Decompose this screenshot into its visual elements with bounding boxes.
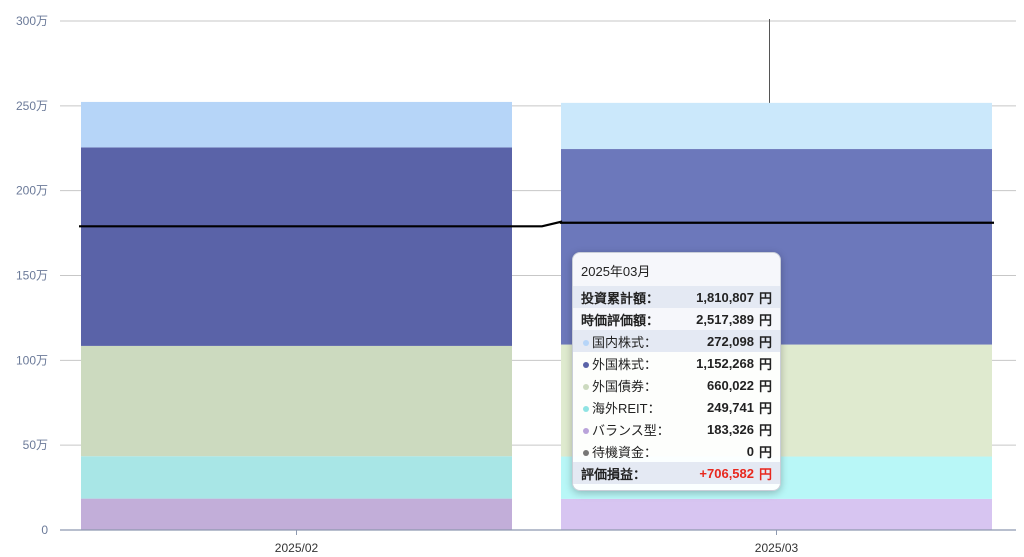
tooltip-market-row: 時価評価額： 2,517,389 円 bbox=[573, 308, 780, 330]
bar-segment[interactable] bbox=[81, 498, 512, 530]
tooltip-item-unit: 円 bbox=[758, 334, 772, 350]
tooltip-item-row: 国内株式： 272,098 円 bbox=[573, 330, 780, 352]
legend-dot-icon bbox=[583, 384, 589, 391]
x-axis-ticks: 2025/02 2025/03 bbox=[275, 530, 799, 555]
y-axis-ticks: 0 50万 100万 150万 200万 250万 300万 bbox=[16, 14, 48, 537]
tooltip-item-row: 外国債券： 660,022 円 bbox=[573, 374, 780, 396]
tooltip-date: 2025年03月 bbox=[581, 264, 651, 279]
tooltip-item-label: 外国債券： bbox=[592, 378, 658, 394]
tooltip-item-unit: 円 bbox=[758, 444, 772, 460]
tooltip-gain-value: +706,582 bbox=[699, 465, 754, 481]
legend-dot-icon bbox=[583, 428, 589, 435]
tooltip-item-value: 0 bbox=[746, 443, 754, 459]
tooltip-invested-value: 1,810,807 bbox=[696, 289, 754, 305]
legend-dot-icon bbox=[583, 362, 589, 369]
tooltip: 2025年03月 投資累計額： 1,810,807 円 時価評価額： 2,517… bbox=[572, 252, 781, 491]
tooltip-item-row: バランス型： 183,326 円 bbox=[573, 418, 780, 440]
tooltip-invested-unit: 円 bbox=[758, 290, 772, 306]
tooltip-market-unit: 円 bbox=[758, 312, 772, 328]
legend-dot-icon bbox=[583, 406, 589, 413]
bar-segment[interactable] bbox=[561, 102, 992, 150]
y-tick-label: 150万 bbox=[16, 269, 48, 283]
tooltip-item-unit: 円 bbox=[758, 422, 772, 438]
bar-segment[interactable] bbox=[81, 101, 512, 148]
y-tick-label: 100万 bbox=[16, 353, 48, 367]
stacked-bars[interactable] bbox=[81, 101, 992, 530]
tooltip-market-label: 時価評価額： bbox=[581, 312, 660, 328]
tooltip-item-row: 待機資金： 0 円 bbox=[573, 440, 780, 462]
tooltip-item-unit: 円 bbox=[758, 400, 772, 416]
tooltip-item-value: 660,022 bbox=[707, 377, 754, 393]
x-tick-label: 2025/03 bbox=[755, 541, 799, 555]
bar-segment[interactable] bbox=[81, 147, 512, 346]
legend-dot-icon bbox=[583, 450, 589, 457]
tooltip-item-label: 国内株式： bbox=[592, 334, 658, 350]
tooltip-item-row: 外国株式： 1,152,268 円 bbox=[573, 352, 780, 374]
y-tick-label: 0 bbox=[41, 523, 48, 537]
y-tick-label: 50万 bbox=[23, 438, 48, 452]
tooltip-gain-label: 評価損益： bbox=[581, 466, 647, 482]
tooltip-item-value: 1,152,268 bbox=[696, 355, 754, 371]
bar-segment[interactable] bbox=[561, 498, 992, 530]
tooltip-item-value: 183,326 bbox=[707, 421, 754, 437]
tooltip-gain-unit: 円 bbox=[758, 466, 772, 482]
y-tick-label: 300万 bbox=[16, 14, 48, 28]
tooltip-item-label: 海外REIT： bbox=[592, 400, 661, 416]
tooltip-item-row: 海外REIT： 249,741 円 bbox=[573, 396, 780, 418]
bar-segment[interactable] bbox=[81, 456, 512, 499]
tooltip-item-label: バランス型： bbox=[592, 422, 670, 438]
tooltip-item-value: 249,741 bbox=[707, 399, 754, 415]
tooltip-gain-row: 評価損益： +706,582 円 bbox=[573, 462, 780, 484]
tooltip-market-value: 2,517,389 bbox=[696, 311, 754, 327]
tooltip-item-label: 外国株式： bbox=[592, 356, 658, 372]
tooltip-item-label: 待機資金： bbox=[592, 444, 658, 460]
tooltip-item-unit: 円 bbox=[758, 378, 772, 394]
tooltip-invested-label: 投資累計額： bbox=[581, 290, 660, 306]
bar-segment[interactable] bbox=[81, 345, 512, 457]
y-tick-label: 250万 bbox=[16, 99, 48, 113]
legend-dot-icon bbox=[583, 340, 589, 347]
invested-total-line bbox=[79, 220, 994, 228]
x-tick-label: 2025/02 bbox=[275, 541, 319, 555]
tooltip-item-unit: 円 bbox=[758, 356, 772, 372]
y-tick-label: 200万 bbox=[16, 184, 48, 198]
tooltip-item-value: 272,098 bbox=[707, 333, 754, 349]
tooltip-invested-row: 投資累計額： 1,810,807 円 bbox=[573, 286, 780, 308]
